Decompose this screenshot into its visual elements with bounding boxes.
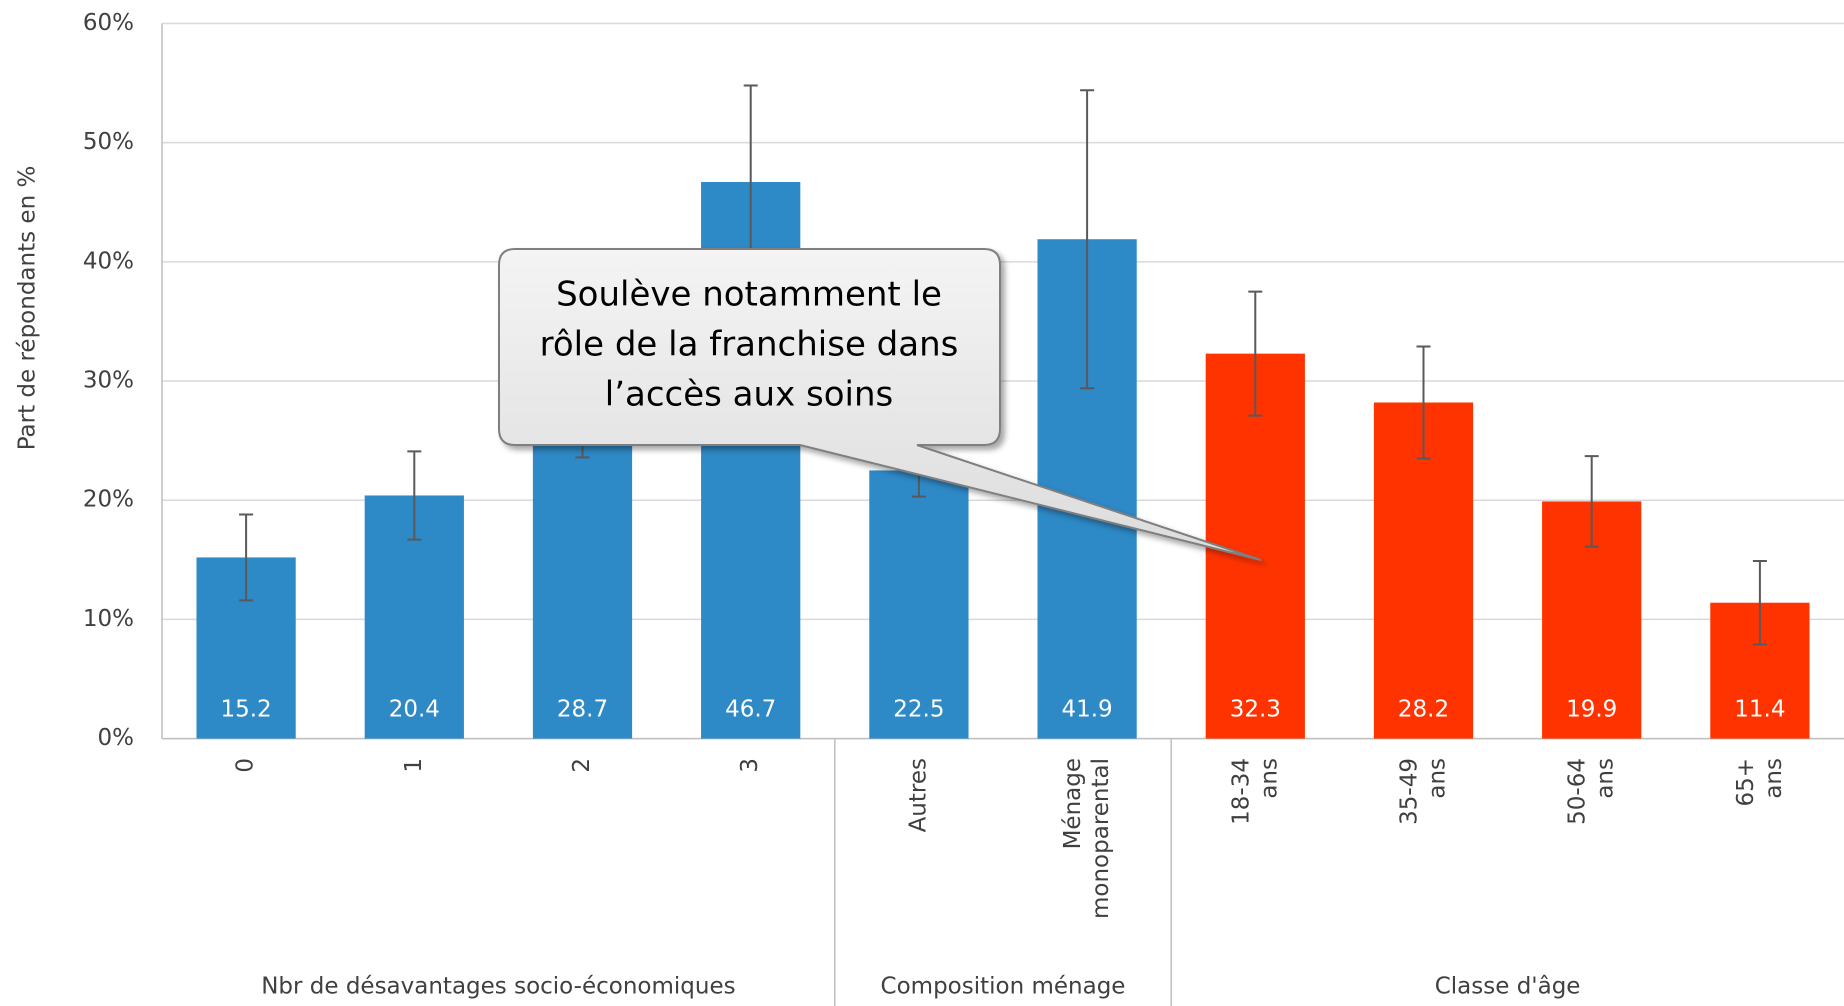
x-tick-label: Autres (905, 758, 931, 832)
error-bar (1080, 89, 1095, 390)
value-label: 22.5 (893, 697, 944, 723)
y-tick-label: 60% (83, 10, 134, 36)
error-bar (1752, 560, 1767, 646)
x-tick-label: 0 (233, 758, 259, 773)
callout-text: l’accès aux soins (605, 375, 893, 415)
y-tick-label: 10% (83, 606, 134, 632)
x-tick-label: 65+ans (1732, 758, 1786, 807)
error-bar (1584, 455, 1599, 548)
y-tick-label: 0% (98, 725, 135, 751)
error-bar (1416, 345, 1431, 460)
value-label: 41.9 (1061, 697, 1112, 723)
error-bar (407, 450, 422, 541)
callout (498, 248, 1262, 561)
x-tick-label: 50-64ans (1564, 758, 1618, 825)
value-label: 19.9 (1566, 697, 1617, 723)
callout-text: rôle de la franchise dans (540, 325, 959, 365)
y-tick-label: 20% (83, 487, 134, 513)
x-tick-label: 18-34ans (1228, 758, 1282, 825)
value-label: 46.7 (725, 697, 776, 723)
value-label: 15.2 (220, 697, 271, 723)
group-label: Classe d'âge (1435, 974, 1581, 1000)
x-tick-label: 3 (737, 758, 763, 773)
y-tick-label: 30% (83, 368, 134, 394)
error-bar (239, 513, 254, 602)
x-tick-label: Ménagemonoparental (1060, 758, 1114, 919)
y-tick-label: 50% (83, 129, 134, 155)
y-axis-label: Part de répondants en % (15, 166, 41, 451)
bar (869, 470, 969, 739)
value-label: 28.7 (557, 697, 608, 723)
group-label: Composition ménage (881, 974, 1126, 1000)
value-label: 20.4 (389, 697, 440, 723)
callout-text: Soulève notamment le (556, 275, 942, 315)
y-tick-label: 40% (83, 248, 134, 274)
x-tick-label: 35-49ans (1396, 758, 1450, 825)
value-label: 11.4 (1734, 697, 1785, 723)
value-label: 28.2 (1398, 697, 1449, 723)
x-tick-label: 2 (569, 758, 595, 773)
x-tick-label: 1 (401, 758, 427, 773)
error-bar (1248, 290, 1263, 417)
value-label: 32.3 (1230, 697, 1281, 723)
group-label: Nbr de désavantages socio-économiques (261, 974, 735, 1000)
